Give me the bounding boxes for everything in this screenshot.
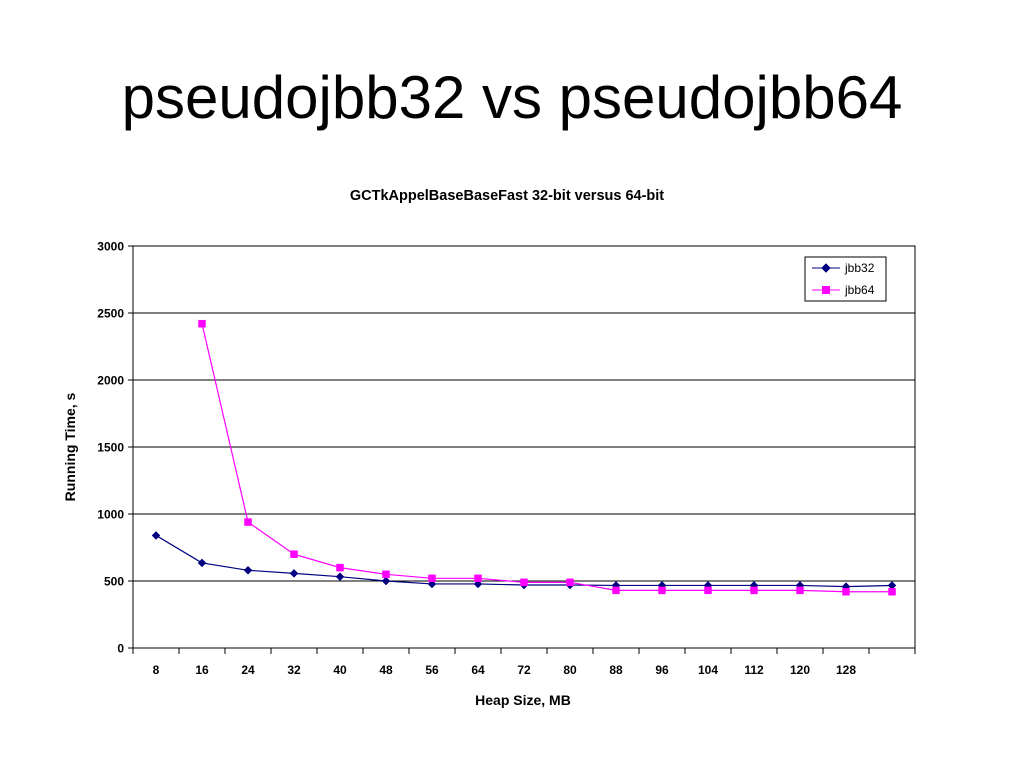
x-tick-label: 24 <box>241 663 255 677</box>
data-point-jbb64 <box>888 587 896 596</box>
data-point-jbb32 <box>197 558 207 568</box>
legend-marker-jbb32 <box>821 263 831 273</box>
series-jbb64 <box>198 319 896 596</box>
data-point-jbb32 <box>289 569 299 578</box>
data-point-jbb64 <box>290 550 298 558</box>
data-point-jbb64 <box>428 574 436 583</box>
data-point-jbb64 <box>520 578 528 587</box>
data-point-jbb64 <box>704 586 712 595</box>
data-point-jbb32 <box>243 565 253 575</box>
y-tick-label: 2500 <box>97 307 124 321</box>
x-tick-label: 104 <box>698 663 718 677</box>
x-tick-label: 72 <box>517 663 531 677</box>
data-point-jbb64 <box>566 578 574 587</box>
legend-label-jbb32: jbb32 <box>844 261 875 275</box>
data-point-jbb64 <box>612 586 620 595</box>
data-point-jbb64 <box>244 518 252 526</box>
y-axis-label: Running Time, s <box>62 392 78 501</box>
y-tick-label: 0 <box>117 642 124 656</box>
x-tick-label: 96 <box>655 663 669 677</box>
x-axis: 8 16 24 32 40 48 56 64 72 80 88 96 104 112 120 128 <box>132 648 916 677</box>
data-point-jbb64 <box>842 587 850 596</box>
data-point-jbb64 <box>382 570 390 579</box>
x-tick-label: 64 <box>471 663 485 677</box>
x-tick-label: 56 <box>425 663 439 677</box>
data-point-jbb64 <box>658 586 666 595</box>
chart-title: GCTkAppelBaseBaseFast 32-bit versus 64-b… <box>350 188 664 204</box>
y-tick-label: 2000 <box>97 374 124 388</box>
legend: jbb32 jbb64 <box>804 256 887 302</box>
legend-marker-jbb64 <box>822 286 830 294</box>
legend-box <box>804 256 887 302</box>
x-tick-label: 88 <box>609 663 623 677</box>
legend-label-jbb64: jbb64 <box>844 283 875 297</box>
x-tick-label: 48 <box>379 663 393 677</box>
x-tick-label: 112 <box>744 663 764 677</box>
x-tick-label: 32 <box>287 663 301 677</box>
x-tick-label: 80 <box>563 663 577 677</box>
y-tick-label: 500 <box>104 575 124 589</box>
x-tick-label: 128 <box>836 663 856 677</box>
gridlines <box>133 312 915 582</box>
data-point-jbb64 <box>198 319 206 328</box>
x-tick-label: 8 <box>153 663 160 677</box>
data-point-jbb64 <box>796 586 804 595</box>
data-point-jbb64 <box>750 586 758 595</box>
x-tick-label: 120 <box>790 663 810 677</box>
data-point-jbb32 <box>151 531 161 540</box>
series-layer <box>151 319 897 596</box>
data-point-jbb64 <box>336 563 344 572</box>
slide-title: pseudojbb32 vs pseudojbb64 <box>121 64 903 131</box>
data-point-jbb32 <box>381 576 391 586</box>
data-point-jbb64 <box>474 574 482 583</box>
series-line-jbb64 <box>201 323 892 593</box>
x-tick-label: 16 <box>195 663 209 677</box>
y-tick-label: 1500 <box>97 441 124 455</box>
y-tick-label: 3000 <box>97 240 124 254</box>
x-axis-label: Heap Size, MB <box>475 692 571 708</box>
y-tick-label: 1000 <box>97 508 124 522</box>
x-tick-label: 40 <box>333 663 347 677</box>
y-axis: 0 500 1000 1500 2000 2500 3000 <box>97 240 133 656</box>
data-point-jbb32 <box>335 572 345 582</box>
